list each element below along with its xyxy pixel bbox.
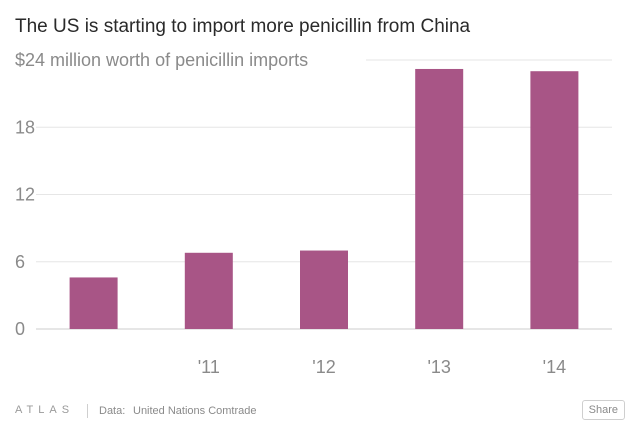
bar	[184, 252, 233, 329]
bar	[530, 71, 579, 329]
y-tick-label: 0	[15, 319, 25, 339]
chart-title: The US is starting to import more penici…	[15, 16, 471, 37]
x-tick-label: '12	[312, 357, 335, 377]
y-tick-label: 18	[15, 117, 35, 137]
bar	[300, 250, 348, 329]
source-value: United Nations Comtrade	[133, 405, 257, 417]
x-tick-label: '13	[427, 357, 450, 377]
x-tick-label: '11	[198, 357, 220, 377]
footer-divider	[87, 404, 88, 418]
y-tick-label: $24 million worth of penicillin imports	[15, 50, 308, 70]
y-tick-label: 12	[15, 185, 35, 205]
bar-chart: $24 million worth of penicillin imports 1…	[15, 50, 612, 377]
y-tick-label: 6	[15, 252, 25, 272]
bar	[69, 277, 118, 329]
share-button[interactable]: Share	[581, 400, 625, 420]
bar	[415, 68, 464, 329]
source-label: Data:	[99, 405, 126, 417]
atlas-logo[interactable]: ATLAS	[15, 404, 75, 416]
chart-footer: ATLAS Data: United Nations Comtrade Shar…	[15, 400, 625, 422]
x-tick-label: '14	[543, 357, 566, 377]
